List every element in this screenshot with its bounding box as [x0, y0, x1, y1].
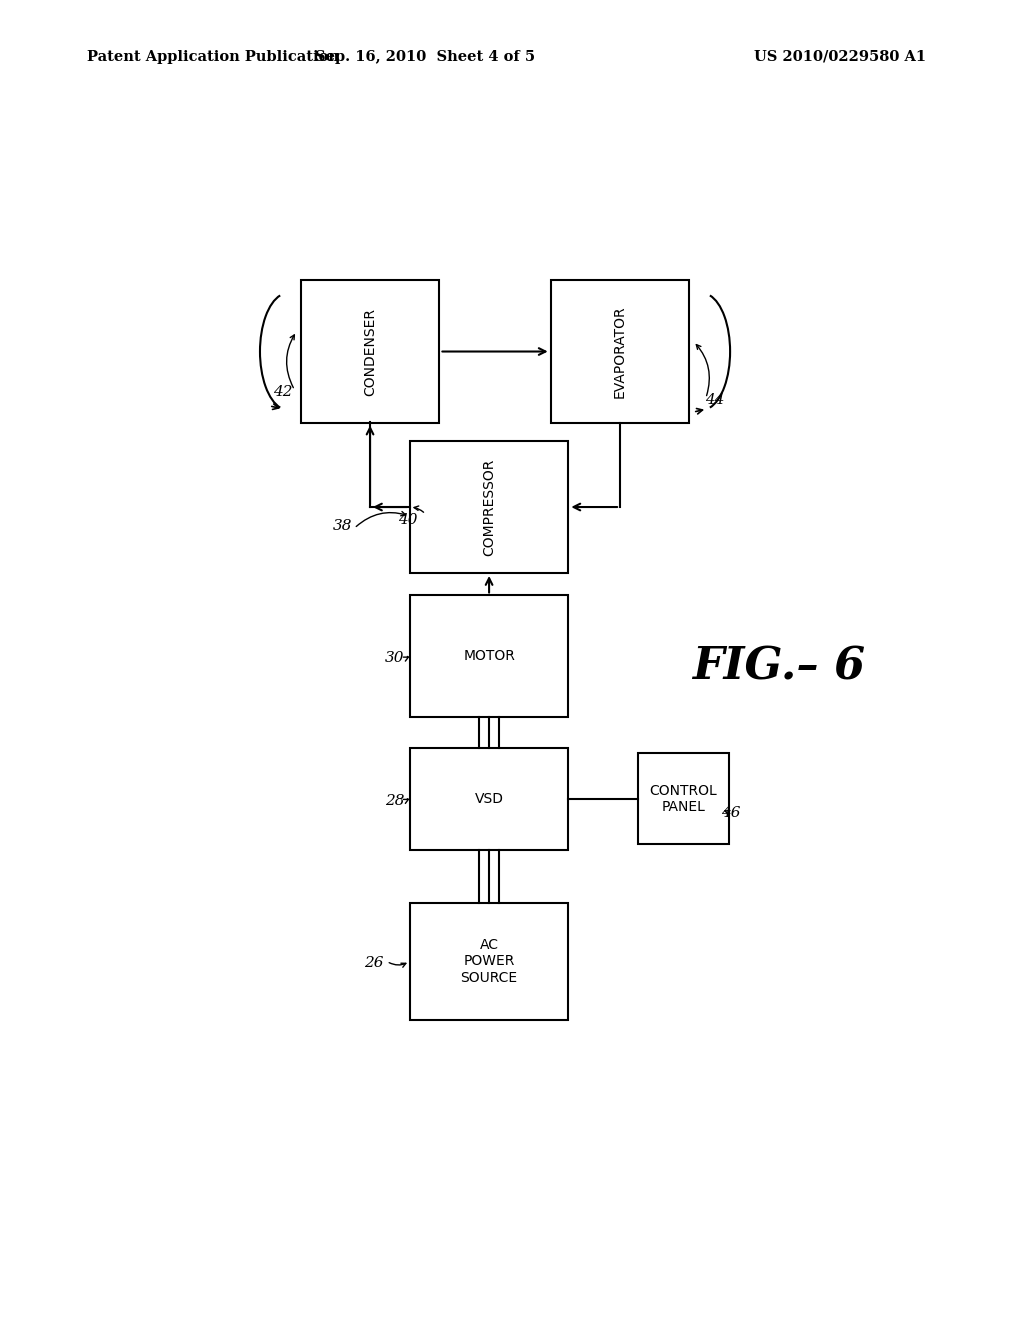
Bar — [410, 748, 568, 850]
Text: 40: 40 — [397, 513, 417, 527]
Text: Sep. 16, 2010  Sheet 4 of 5: Sep. 16, 2010 Sheet 4 of 5 — [315, 50, 535, 63]
Text: VSD: VSD — [474, 792, 504, 805]
Bar — [551, 280, 689, 422]
Text: COMPRESSOR: COMPRESSOR — [482, 458, 496, 556]
Text: US 2010/0229580 A1: US 2010/0229580 A1 — [754, 50, 926, 63]
Text: 44: 44 — [706, 393, 725, 408]
Bar — [410, 595, 568, 718]
Text: 30: 30 — [385, 652, 404, 665]
Text: FIG.– 6: FIG.– 6 — [692, 645, 865, 688]
Text: AC
POWER
SOURCE: AC POWER SOURCE — [461, 939, 518, 985]
Text: 28: 28 — [385, 793, 404, 808]
Text: 42: 42 — [273, 385, 293, 399]
Text: 38: 38 — [333, 519, 352, 533]
Bar — [638, 752, 729, 845]
Text: EVAPORATOR: EVAPORATOR — [613, 305, 627, 397]
Bar — [410, 903, 568, 1020]
Text: Patent Application Publication: Patent Application Publication — [87, 50, 339, 63]
Text: 46: 46 — [721, 807, 741, 820]
Bar — [301, 280, 439, 422]
Text: MOTOR: MOTOR — [463, 649, 515, 664]
Text: CONTROL
PANEL: CONTROL PANEL — [649, 784, 718, 814]
Text: 26: 26 — [365, 957, 384, 970]
Text: CONDENSER: CONDENSER — [364, 308, 377, 396]
Bar — [410, 441, 568, 573]
